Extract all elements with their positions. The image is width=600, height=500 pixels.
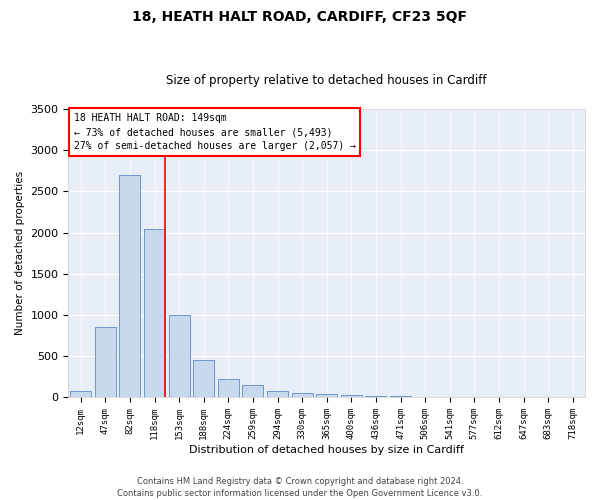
Bar: [144, 228, 165, 398]
Text: 18 HEATH HALT ROAD: 149sqm
← 73% of detached houses are smaller (5,493)
27% of s: 18 HEATH HALT ROAD: 149sqm ← 73% of deta…: [74, 114, 356, 152]
Text: Contains HM Land Registry data © Crown copyright and database right 2024.
Contai: Contains HM Land Registry data © Crown c…: [118, 476, 482, 498]
X-axis label: Distribution of detached houses by size in Cardiff: Distribution of detached houses by size …: [189, 445, 464, 455]
Bar: [95, 328, 116, 398]
Bar: [119, 175, 140, 398]
Y-axis label: Number of detached properties: Number of detached properties: [15, 171, 25, 336]
Title: Size of property relative to detached houses in Cardiff: Size of property relative to detached ho…: [166, 74, 487, 87]
Text: 18, HEATH HALT ROAD, CARDIFF, CF23 5QF: 18, HEATH HALT ROAD, CARDIFF, CF23 5QF: [133, 10, 467, 24]
Bar: [193, 360, 214, 398]
Bar: [415, 397, 436, 398]
Bar: [267, 391, 288, 398]
Bar: [341, 395, 362, 398]
Bar: [242, 385, 263, 398]
Bar: [292, 392, 313, 398]
Bar: [169, 315, 190, 398]
Bar: [218, 378, 239, 398]
Bar: [316, 394, 337, 398]
Bar: [365, 396, 386, 398]
Bar: [70, 391, 91, 398]
Bar: [390, 396, 411, 398]
